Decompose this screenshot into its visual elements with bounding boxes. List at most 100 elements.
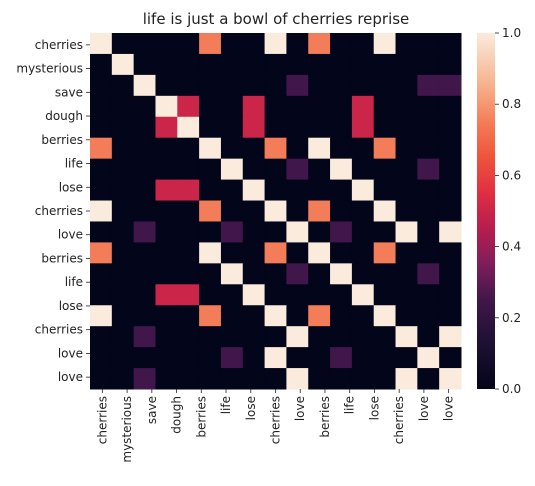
- heatmap-cell: [242, 221, 266, 243]
- y-axis: cherries mysterious save dough berries life lo…: [16, 38, 90, 384]
- y-tick-label: love: [58, 370, 83, 384]
- heatmap-cell: [373, 74, 397, 97]
- colorbar-tick-label: 0.8: [502, 97, 521, 111]
- heatmap-cell: [133, 74, 156, 97]
- heatmap-cell: [111, 95, 135, 118]
- heatmap-cell: [133, 53, 156, 76]
- heatmap-cell: [373, 347, 397, 369]
- heatmap-cell: [373, 284, 397, 306]
- heatmap-cell: [264, 179, 287, 202]
- heatmap-cell: [286, 263, 309, 285]
- heatmap-cell: [439, 74, 462, 97]
- heatmap-cell: [308, 347, 331, 369]
- heatmap-cell: [351, 200, 375, 222]
- x-tick-label: cherries: [95, 396, 109, 444]
- heatmap-cell: [90, 263, 113, 285]
- heatmap-cell: [111, 347, 135, 369]
- heatmap-cell: [111, 368, 135, 390]
- heatmap-cell: [417, 305, 440, 327]
- heatmap-cell: [90, 368, 113, 390]
- heatmap-cell: [417, 221, 440, 243]
- heatmap-cell: [264, 33, 287, 55]
- heatmap-cell: [417, 347, 440, 369]
- heatmap-cell: [90, 305, 113, 327]
- y-tick-label: lose: [59, 180, 83, 194]
- y-tick-label: cherries: [35, 38, 83, 52]
- heatmap-cell: [286, 347, 309, 369]
- heatmap-cell: [90, 179, 113, 202]
- heatmap-cell: [242, 53, 266, 76]
- heatmap-cell: [330, 347, 353, 369]
- heatmap-cell: [220, 74, 244, 97]
- heatmap-cell: [199, 116, 222, 139]
- heatmap-cell: [133, 284, 156, 306]
- heatmap-cell: [351, 368, 375, 390]
- heatmap-cell: [155, 263, 178, 285]
- heatmap-cell: [417, 242, 440, 264]
- heatmap-cell: [155, 33, 178, 55]
- heatmap-cell: [308, 95, 331, 118]
- heatmap-cell: [155, 53, 178, 76]
- heatmap-cell: [155, 116, 178, 139]
- heatmap-cell: [373, 368, 397, 390]
- x-tick-label: cherries: [269, 396, 283, 444]
- heatmap-cell: [395, 158, 418, 181]
- heatmap-cell: [308, 221, 331, 243]
- heatmap-cell: [155, 242, 178, 264]
- heatmap-cell: [308, 200, 331, 222]
- heatmap-cell: [155, 284, 178, 306]
- heatmap-cell: [373, 221, 397, 243]
- heatmap-cell: [308, 326, 331, 348]
- heatmap-cell: [264, 158, 287, 181]
- heatmap-cell: [373, 53, 397, 76]
- x-tick-label: cherries: [392, 396, 406, 444]
- heatmap-cell: [242, 137, 266, 160]
- x-tick-label: love: [417, 396, 431, 421]
- heatmap-cell: [330, 137, 353, 160]
- heatmap-cell: [155, 158, 178, 181]
- heatmap-cell: [220, 200, 244, 222]
- heatmap-cell: [264, 284, 287, 306]
- heatmap-cell: [133, 242, 156, 264]
- heatmap-cell: [395, 179, 418, 202]
- heatmap-cell: [177, 179, 200, 202]
- heatmap-cell: [308, 305, 331, 327]
- heatmap-cell: [242, 368, 266, 390]
- heatmap-cell: [395, 347, 418, 369]
- heatmap-cell: [177, 221, 200, 243]
- heatmap-cell: [330, 284, 353, 306]
- y-tick-label: lose: [59, 299, 83, 313]
- heatmap-cell: [286, 221, 309, 243]
- heatmap-cell: [286, 33, 309, 55]
- heatmap-cell: [395, 284, 418, 306]
- heatmap-cell: [242, 179, 266, 202]
- heatmap-cell: [177, 347, 200, 369]
- heatmap-cell: [220, 158, 244, 181]
- x-tick-label: lose: [244, 396, 258, 420]
- heatmap-cell: [133, 158, 156, 181]
- colorbar-tick-label: 1.0: [502, 26, 521, 40]
- heatmap-cell: [351, 179, 375, 202]
- heatmap-cell: [308, 263, 331, 285]
- heatmap-cell: [417, 74, 440, 97]
- heatmap-cell: [90, 33, 113, 55]
- heatmap-cell: [133, 305, 156, 327]
- heatmap-cell: [90, 200, 113, 222]
- x-tick-label: save: [145, 396, 159, 424]
- heatmap-cell: [351, 158, 375, 181]
- heatmap-cell: [242, 74, 266, 97]
- heatmap-cell: [286, 53, 309, 76]
- colorbar: [477, 33, 495, 389]
- heatmap-cell: [220, 305, 244, 327]
- heatmap-cell: [308, 74, 331, 97]
- heatmap-cell: [111, 158, 135, 181]
- heatmap-cell: [330, 305, 353, 327]
- y-tick-label: dough: [45, 109, 83, 123]
- heatmap-cell: [351, 305, 375, 327]
- heatmap-cell: [177, 74, 200, 97]
- heatmap-cell: [417, 158, 440, 181]
- chart-title: life is just a bowl of cherries reprise: [143, 10, 410, 28]
- heatmap-cell: [242, 200, 266, 222]
- y-tick-label: berries: [41, 133, 83, 147]
- heatmap-cell: [373, 326, 397, 348]
